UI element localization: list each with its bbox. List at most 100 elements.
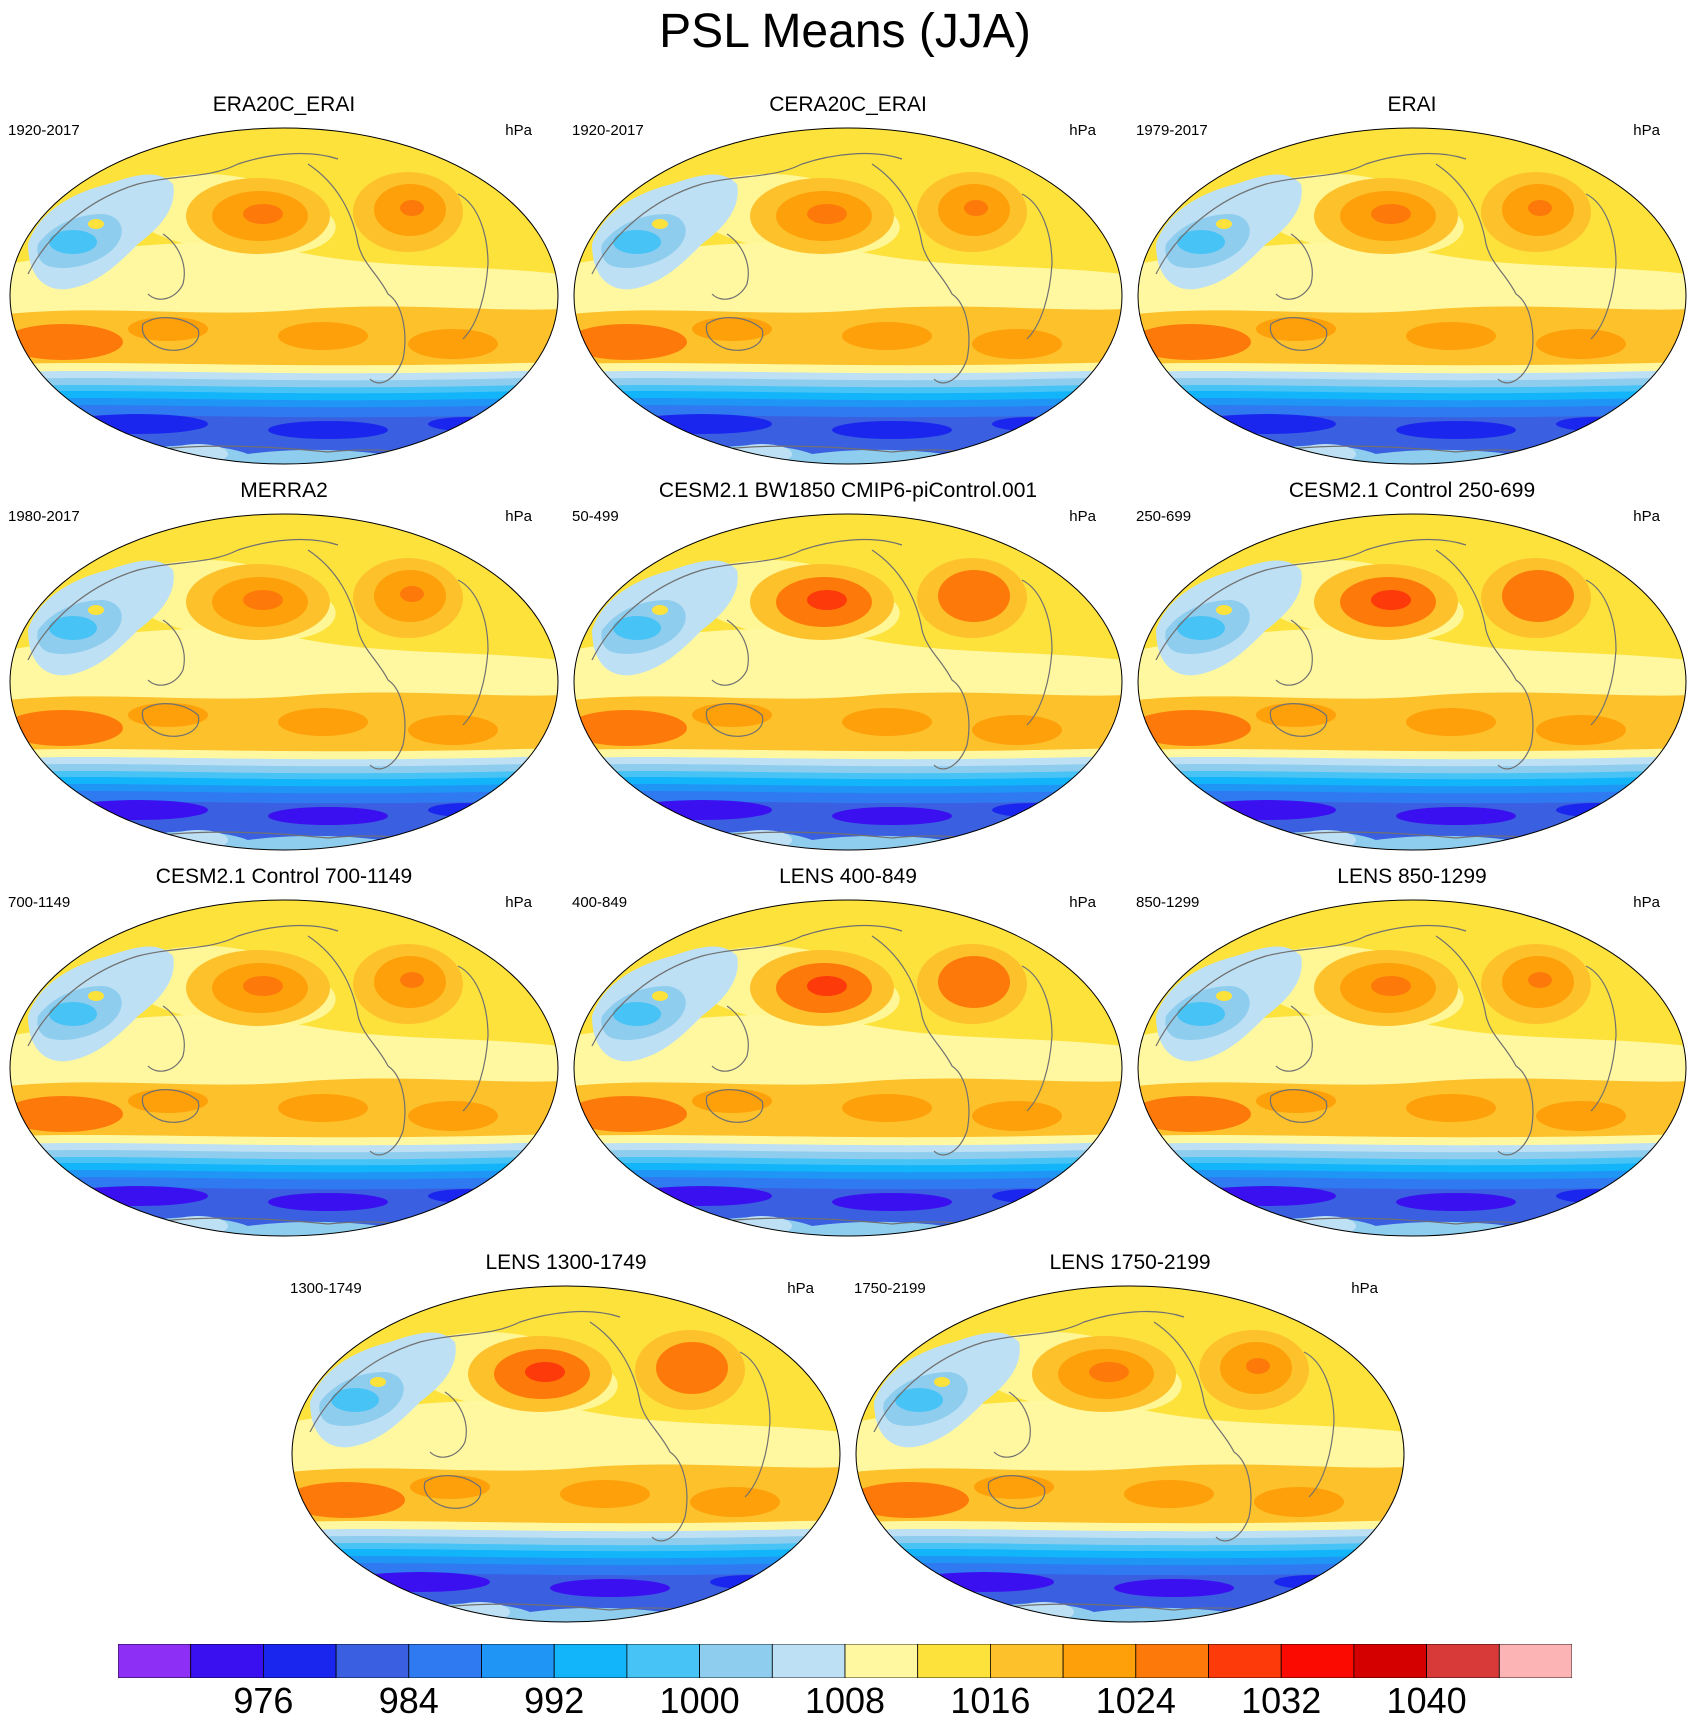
south-pacific-high xyxy=(278,322,368,350)
panel-title: ERA20C_ERAI xyxy=(212,93,356,116)
southern-low-central xyxy=(1396,421,1516,439)
psl-map xyxy=(291,1285,841,1623)
colorbar xyxy=(118,1644,1572,1678)
africa-coastline xyxy=(739,1351,771,1498)
africa-coastline xyxy=(1303,1351,1335,1498)
south-atlantic-high xyxy=(1536,1101,1626,1131)
south-atlantic-high xyxy=(690,1487,780,1517)
azores-high-core xyxy=(1246,1358,1270,1374)
africa-coastline xyxy=(1021,579,1053,726)
south-atlantic-high xyxy=(1536,329,1626,359)
australia-coastline xyxy=(1269,703,1328,737)
southern-low-central xyxy=(832,807,952,825)
panel-period: 50-499 xyxy=(572,508,619,525)
north-pacific-high-core xyxy=(525,1362,565,1382)
panel-units: hPa xyxy=(787,1280,814,1297)
asia-coastline xyxy=(309,1310,621,1458)
map-panel-lens-850-1299: LENS 850-1299 850-1299 hPa xyxy=(1136,864,1688,1246)
map-frame xyxy=(855,1285,1405,1623)
north-pacific-high-core xyxy=(1371,204,1411,224)
north-pacific-high-core xyxy=(807,204,847,224)
colorbar-label: 1008 xyxy=(804,1680,886,1721)
southern-low-central xyxy=(268,421,388,439)
asian-low-core xyxy=(49,1002,97,1026)
north-pacific-high-core xyxy=(243,590,283,610)
panel-period: 850-1299 xyxy=(1136,894,1200,911)
south-indian-high xyxy=(574,1096,687,1132)
south-indian-high xyxy=(292,1482,405,1518)
panel-title: CESM2.1 Control 700-1149 xyxy=(155,865,413,888)
southern-low-west xyxy=(1196,800,1336,820)
australia-high xyxy=(692,703,772,727)
panel-title: ERAI xyxy=(1387,93,1437,116)
map-frame xyxy=(1137,513,1687,851)
southern-low-east xyxy=(992,1189,1072,1203)
colorbar-swatch xyxy=(626,1644,700,1678)
tibet-spot xyxy=(88,991,104,1001)
africa-coastline xyxy=(457,579,489,726)
panel-title: MERRA2 xyxy=(240,479,328,502)
map-frame xyxy=(9,899,559,1237)
southern-low-central xyxy=(1396,807,1516,825)
colorbar-swatch xyxy=(1208,1644,1282,1678)
colorbar-label: 1016 xyxy=(950,1680,1031,1721)
asian-low-core xyxy=(613,230,661,254)
map-panel-lens-400-849: LENS 400-849 400-849 hPa xyxy=(572,864,1124,1246)
australia-coastline xyxy=(423,1475,482,1509)
azores-high-core xyxy=(964,200,988,216)
asian-low-core xyxy=(1177,1002,1225,1026)
colorbar-swatch xyxy=(553,1644,628,1678)
southern-low-central xyxy=(832,1193,952,1211)
colorbar-swatch xyxy=(1353,1644,1428,1678)
map-panel-cesm21-control-250-699: CESM2.1 Control 250-699 250-699 hPa xyxy=(1136,478,1688,860)
psl-map xyxy=(1137,127,1687,465)
south-pacific-high xyxy=(278,708,368,736)
panel-units: hPa xyxy=(1633,508,1660,525)
south-atlantic-high xyxy=(972,329,1062,359)
north-pacific-high-core xyxy=(243,976,283,996)
colorbar-label: 1000 xyxy=(659,1680,740,1721)
australia-coastline xyxy=(705,703,764,737)
africa-coastline xyxy=(1585,579,1617,726)
panel-period: 1920-2017 xyxy=(572,122,644,139)
australia-high xyxy=(128,1089,208,1113)
colorbar-swatch xyxy=(190,1644,264,1678)
southern-low-east xyxy=(992,803,1072,817)
colorbar-labels: 976 984 992 1000 1008 1016 1024 1032 1040 xyxy=(0,1680,1690,1724)
south-indian-high xyxy=(10,324,123,360)
asian-low-core xyxy=(613,1002,661,1026)
southern-low-west xyxy=(1196,414,1336,434)
tibet-spot xyxy=(652,219,668,229)
colorbar-swatch xyxy=(1426,1644,1500,1678)
colorbar-label: 1040 xyxy=(1386,1680,1467,1721)
australia-coastline xyxy=(705,1089,764,1123)
azores-high-core xyxy=(1528,586,1552,602)
south-atlantic-high xyxy=(408,329,498,359)
psl-field xyxy=(1138,900,1686,1236)
southern-low-east xyxy=(1274,1575,1354,1589)
psl-field xyxy=(574,900,1122,1236)
south-indian-high xyxy=(1138,710,1251,746)
americas-coastline xyxy=(307,935,406,1156)
colorbar-label: 976 xyxy=(233,1680,294,1721)
psl-map xyxy=(9,513,559,851)
psl-map xyxy=(9,899,559,1237)
southern-low-central xyxy=(832,421,952,439)
australia-coastline xyxy=(141,1089,200,1123)
panel-period: 400-849 xyxy=(572,894,628,911)
map-frame xyxy=(1137,899,1687,1237)
map-panel-cera20c-erai: CERA20C_ERAI 1920-2017 hPa xyxy=(572,92,1124,474)
panel-title: CERA20C_ERAI xyxy=(769,93,927,116)
australia-coastline xyxy=(1269,317,1328,351)
panel-period: 1750-2199 xyxy=(854,1280,926,1297)
southern-low-west xyxy=(1196,1186,1336,1206)
south-indian-high xyxy=(10,710,123,746)
americas-coastline xyxy=(1435,163,1534,384)
colorbar-swatch xyxy=(1135,1644,1209,1678)
panel-units: hPa xyxy=(1069,894,1096,911)
south-pacific-high xyxy=(842,1094,932,1122)
azores-high-core xyxy=(400,586,424,602)
australia-high xyxy=(1256,1089,1336,1113)
southern-low-central xyxy=(550,1579,670,1597)
colorbar-swatch xyxy=(118,1644,192,1678)
